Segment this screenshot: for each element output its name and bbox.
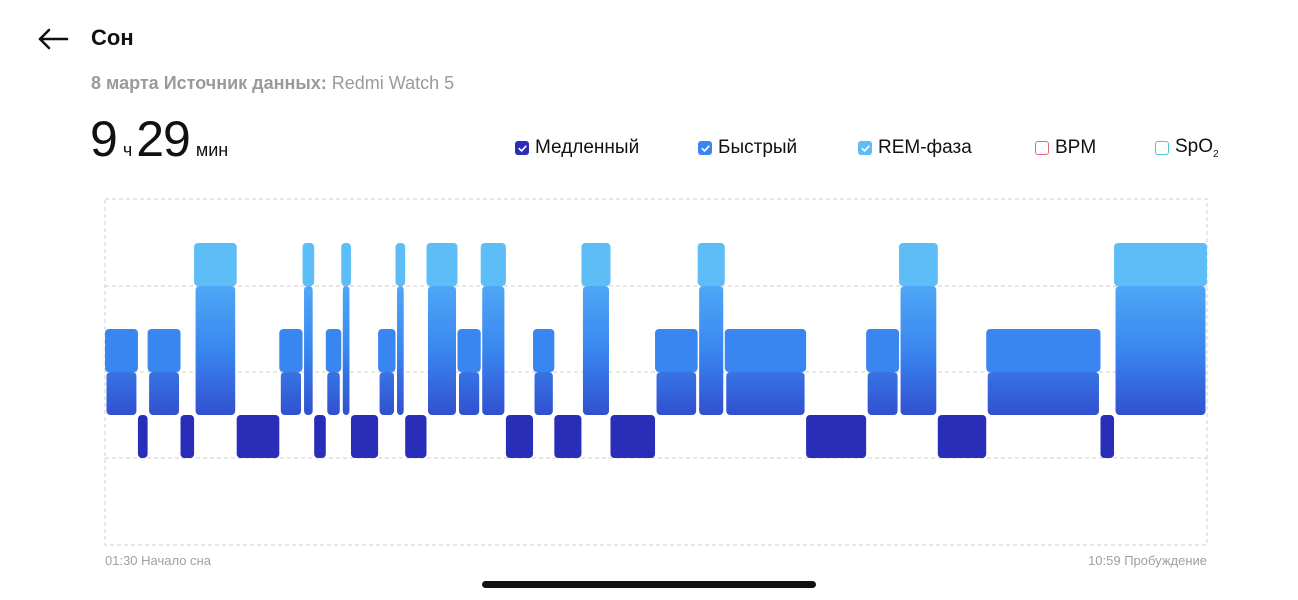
stage-block (314, 415, 326, 458)
stage-connector (582, 286, 609, 415)
stage-connector (1115, 286, 1206, 415)
stage-block (180, 415, 195, 458)
legend-toggle-rem[interactable]: REM-фаза (858, 136, 972, 160)
data-source-label: Источник данных: (163, 73, 327, 93)
stage-connector (397, 286, 404, 415)
stage-block (147, 329, 181, 372)
stage-block (610, 415, 656, 458)
sleep-info-subtitle: 8 марта Источник данных: Redmi Watch 5 (91, 73, 454, 94)
checkbox-checked-icon (698, 141, 712, 155)
wake-up-label: 10:59 Пробуждение (1088, 553, 1207, 568)
stage-connector (987, 372, 1099, 415)
stage-connector (427, 286, 456, 415)
checkbox-checked-icon (515, 141, 529, 155)
stage-connector (699, 286, 724, 415)
sleep-date: 8 марта (91, 73, 159, 93)
stage-block (806, 415, 867, 458)
legend-toggle-bpm[interactable]: BPM (1035, 136, 1096, 160)
chart-bars (105, 243, 1207, 458)
page-title: Сон (91, 25, 134, 50)
legend-label-fast: Быстрый (718, 137, 798, 158)
stage-block (1100, 415, 1115, 458)
stage-block (505, 415, 534, 458)
stage-block (724, 329, 807, 372)
duration-minutes-unit: мин (195, 140, 229, 160)
data-source-value: Redmi Watch 5 (331, 73, 455, 93)
stage-connector (195, 286, 236, 415)
stage-connector (656, 372, 697, 415)
stage-block (533, 329, 555, 372)
stage-block (378, 329, 396, 372)
stage-block (325, 329, 342, 372)
stage-block (937, 415, 987, 458)
sleep-start-label: 01:30 Начало сна (105, 553, 211, 568)
legend-label-spo2: SpO2 (1175, 136, 1219, 160)
duration-hours-unit: ч (122, 140, 133, 160)
stage-block (581, 243, 611, 286)
stage-block (426, 243, 458, 286)
stage-block (137, 415, 148, 458)
stage-connector (867, 372, 898, 415)
checkbox-checked-icon (858, 141, 872, 155)
stage-block (341, 243, 351, 286)
stage-connector (534, 372, 553, 415)
arrow-left-icon (38, 28, 69, 50)
stage-connector (304, 286, 313, 415)
checkbox-unchecked-icon (1035, 141, 1049, 155)
legend-label-slow: Медленный (535, 137, 640, 158)
stage-connector (379, 372, 395, 415)
stage-block (866, 329, 900, 372)
legend-toggle-fast[interactable]: Быстрый (698, 136, 797, 160)
stage-block (279, 329, 303, 372)
chart-bands (106, 286, 1206, 415)
stage-connector (149, 372, 180, 415)
back-button[interactable] (36, 24, 70, 54)
stage-block (105, 329, 138, 372)
legend-toggle-spo2[interactable]: SpO2 (1155, 136, 1219, 160)
stage-block (480, 243, 506, 286)
duration-hours: 9 (90, 111, 118, 167)
stage-block (302, 243, 315, 286)
legend-toggle-slow[interactable]: Медленный (515, 136, 639, 160)
stage-block (236, 415, 280, 458)
stage-block (194, 243, 237, 286)
stage-block (986, 329, 1101, 372)
stage-block (899, 243, 938, 286)
stage-connector (342, 286, 350, 415)
stage-block (697, 243, 725, 286)
checkbox-unchecked-icon (1155, 141, 1169, 155)
stage-connector (280, 372, 302, 415)
stage-connector (458, 372, 480, 415)
home-indicator[interactable] (482, 581, 816, 588)
stage-connector (482, 286, 505, 415)
stage-block (554, 415, 582, 458)
stage-connector (726, 372, 805, 415)
stage-block (655, 329, 698, 372)
stage-block (395, 243, 406, 286)
stage-connector (106, 372, 137, 415)
stage-block (350, 415, 379, 458)
legend-label-rem: REM-фаза (878, 137, 972, 158)
duration-minutes: 29 (136, 111, 191, 167)
sleep-duration: 9 ч29 мин (90, 110, 232, 168)
stage-connector (900, 286, 937, 415)
stage-connector (327, 372, 340, 415)
legend-label-bpm: BPM (1055, 137, 1097, 158)
stage-block (457, 329, 481, 372)
stage-block (1114, 243, 1207, 286)
stage-block (405, 415, 427, 458)
